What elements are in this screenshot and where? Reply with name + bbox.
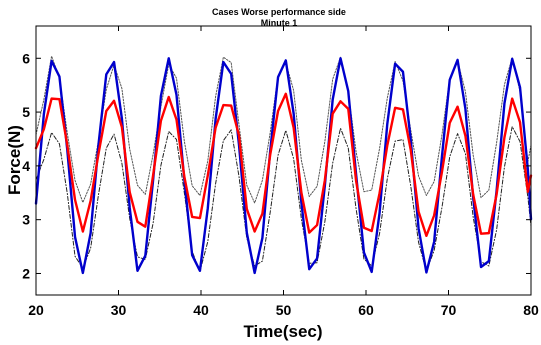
x-tick-label: 80 <box>523 302 539 318</box>
series-line-1 <box>34 57 533 275</box>
x-tick-label: 50 <box>276 302 292 318</box>
chart-subtitle: Minute 1 <box>261 18 298 28</box>
x-tick-label: 40 <box>193 302 209 318</box>
y-tick-label: 4 <box>22 158 30 174</box>
x-tick-label: 20 <box>28 302 44 318</box>
plot-background <box>36 26 531 295</box>
series-line-2 <box>34 92 533 238</box>
y-tick-label: 3 <box>22 212 30 228</box>
y-axis-label: Force(N) <box>5 125 24 195</box>
chart-title: Cases Worse performance side <box>212 7 346 17</box>
tick-layer: 20 30 40 50 60 70 80 2 3 4 5 6 <box>22 26 539 318</box>
series-layer <box>34 55 533 275</box>
y-tick-label: 6 <box>22 50 30 66</box>
y-tick-label: 2 <box>22 265 30 281</box>
x-tick-label: 30 <box>111 302 127 318</box>
y-tick-label: 5 <box>22 104 30 120</box>
x-tick-label: 60 <box>358 302 374 318</box>
series-line-4 <box>35 126 532 272</box>
plot-area: 20 30 40 50 60 70 80 2 3 4 5 6 <box>22 25 539 318</box>
x-tick-label: 70 <box>441 302 457 318</box>
x-axis-label: Time(sec) <box>243 322 322 341</box>
